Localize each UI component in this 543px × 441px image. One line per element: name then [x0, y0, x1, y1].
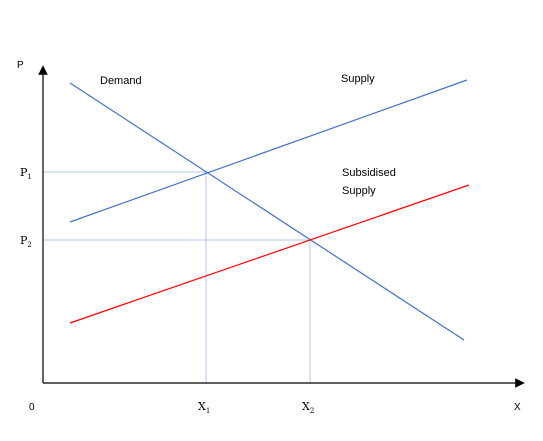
x1-label: X1 [198, 400, 210, 415]
origin-label: 0 [29, 402, 35, 413]
subsidised-supply-label-line2: Supply [342, 185, 376, 197]
subsidised-supply-label-line1: Subsidised [342, 167, 396, 179]
p2-label: P2 [20, 234, 32, 249]
supply-curve [69, 79, 468, 223]
p1-label: P1 [20, 166, 32, 181]
x2-label: X2 [302, 400, 314, 415]
y-axis-label: P [17, 60, 24, 71]
demand-label: Demand [100, 75, 142, 87]
subsidised-supply-curve [69, 184, 470, 324]
supply-label: Supply [341, 73, 375, 85]
x-axis-label: X [514, 402, 521, 413]
demand-curve [69, 82, 465, 341]
